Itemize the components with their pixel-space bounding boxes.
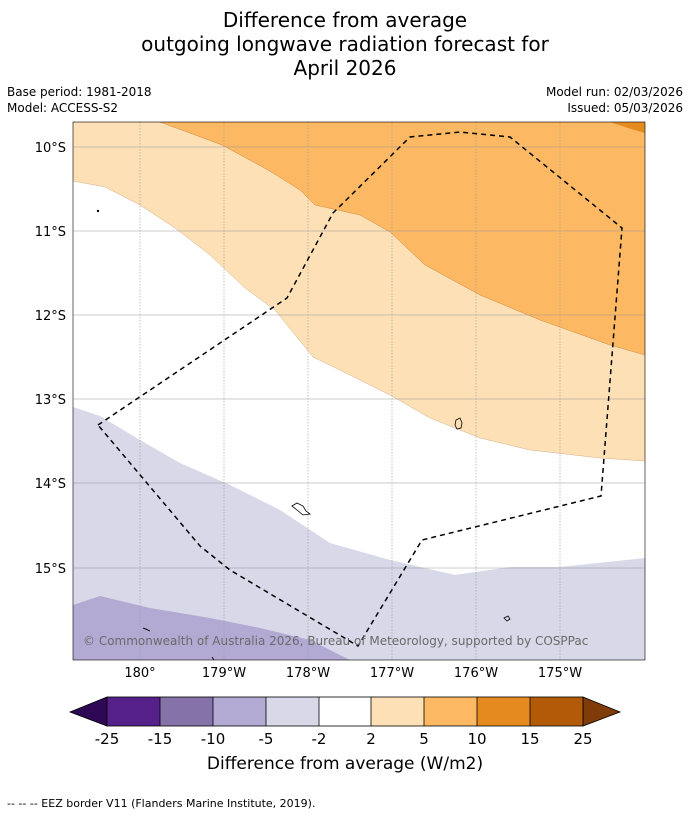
lat-label: 15°S xyxy=(35,562,66,577)
colorbar-tick: 10 xyxy=(467,730,486,748)
lat-label: 10°S xyxy=(35,141,66,156)
colorbar-tick: -25 xyxy=(95,730,120,748)
colorbar-segment xyxy=(530,697,583,726)
colorbar-tick: 25 xyxy=(573,730,592,748)
lon-label: 178°W xyxy=(286,666,330,681)
colorbar-segment xyxy=(213,697,266,726)
colorbar-frame xyxy=(106,696,584,727)
meta-left: Base period: 1981-2018 Model: ACCESS-S2 xyxy=(7,84,152,116)
colorbar-segments xyxy=(107,697,583,726)
lon-label: 176°W xyxy=(454,666,498,681)
island-south-west xyxy=(142,627,151,632)
colorbar-tick: 15 xyxy=(520,730,539,748)
lat-label: 13°S xyxy=(35,393,66,408)
colorbar-tick: -2 xyxy=(312,730,327,748)
island-south-east xyxy=(503,615,511,622)
island-north-east xyxy=(454,417,463,430)
meta-right: Model run: 02/03/2026 Issued: 05/03/2026 xyxy=(546,84,683,116)
chart-title: Difference from average outgoing longwav… xyxy=(0,8,690,80)
lon-label: 179°W xyxy=(202,666,246,681)
model-name: Model: ACCESS-S2 xyxy=(7,101,119,115)
colorbar-under-triangle xyxy=(68,696,108,727)
gridlines xyxy=(73,122,645,660)
anomaly-pos-10-15 xyxy=(610,122,645,133)
title-line-3: April 2026 xyxy=(293,56,397,80)
colorbar-dividers xyxy=(159,697,531,726)
eez-footnote: -- -- -- EEZ border V11 (Flanders Marine… xyxy=(7,797,316,810)
colorbar: -25 -15 -10 -5 -2 2 5 10 15 25 xyxy=(68,696,622,748)
lat-labels: 10°S 11°S 12°S 13°S 14°S 15°S xyxy=(35,141,66,577)
colorbar-tick: -10 xyxy=(201,730,226,748)
colorbar-segment xyxy=(424,697,477,726)
colorbar-segment xyxy=(160,697,213,726)
colorbar-over-triangle xyxy=(582,696,622,727)
lon-label: 180° xyxy=(124,666,155,681)
colorbar-tick: -15 xyxy=(148,730,173,748)
colorbar-label: Difference from average (W/m2) xyxy=(206,754,484,774)
issued-date: Issued: 05/03/2026 xyxy=(567,101,683,115)
map-frame xyxy=(72,121,646,661)
anomaly-pos-5-10 xyxy=(159,122,645,356)
colorbar-segment xyxy=(319,697,371,726)
lon-labels: 180° 179°W 178°W 177°W 176°W 175°W xyxy=(124,666,582,681)
title-line-2: outgoing longwave radiation forecast for xyxy=(141,32,549,56)
colorbar-ticks: -25 -15 -10 -5 -2 2 5 10 15 25 xyxy=(95,730,593,748)
colorbar-segment xyxy=(477,697,530,726)
map-panel: 10°S 11°S 12°S 13°S 14°S 15°S 180° 179°W… xyxy=(35,121,646,681)
lon-label: 175°W xyxy=(538,666,582,681)
anomaly-neg-10-5 xyxy=(73,596,350,660)
eez-border xyxy=(96,131,623,648)
lat-label: 12°S xyxy=(35,309,66,324)
islands xyxy=(96,209,511,661)
island-south-small xyxy=(211,656,215,661)
lat-label: 14°S xyxy=(35,477,66,492)
island-central xyxy=(291,502,312,516)
island-islet xyxy=(96,209,100,213)
colorbar-tick: -5 xyxy=(259,730,274,748)
colorbar-tick: 2 xyxy=(366,730,376,748)
colorbar-segment xyxy=(107,697,160,726)
lat-label: 11°S xyxy=(35,225,66,240)
colorbar-segment xyxy=(371,697,424,726)
lon-label: 177°W xyxy=(370,666,414,681)
base-period: Base period: 1981-2018 xyxy=(7,85,152,99)
colorbar-segment xyxy=(266,697,319,726)
map-fields xyxy=(73,122,645,660)
anomaly-neg-5-2 xyxy=(73,407,645,660)
colorbar-tick: 5 xyxy=(419,730,429,748)
copyright-notice: © Commonwealth of Australia 2026, Bureau… xyxy=(83,634,588,648)
model-run: Model run: 02/03/2026 xyxy=(545,85,683,99)
title-line-1: Difference from average xyxy=(222,8,468,32)
